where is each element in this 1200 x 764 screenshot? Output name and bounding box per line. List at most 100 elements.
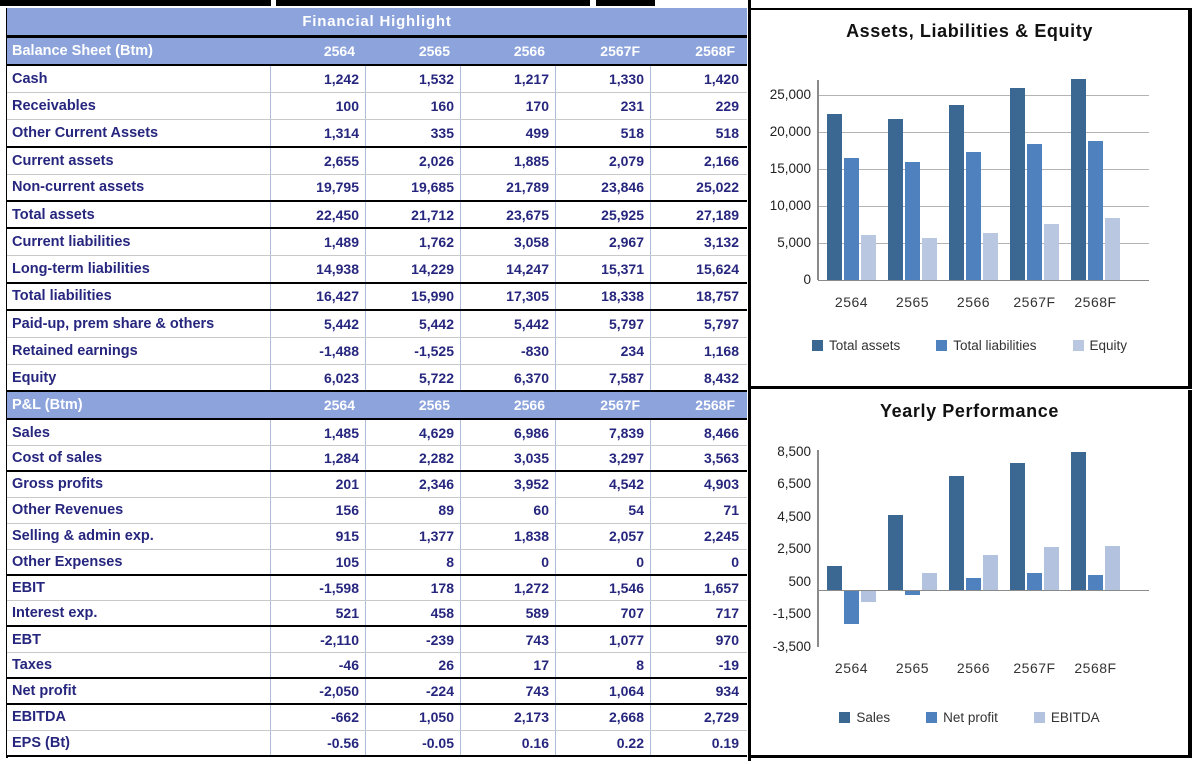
row-label[interactable]: Cash: [12, 71, 48, 88]
row-label[interactable]: Current assets: [12, 152, 114, 169]
cell[interactable]: 3,563: [650, 446, 745, 471]
cell[interactable]: 717: [650, 601, 745, 626]
cell[interactable]: 1,485: [270, 420, 365, 446]
cell[interactable]: 934: [650, 679, 745, 704]
cell[interactable]: -2,050: [270, 679, 365, 704]
cell[interactable]: 2,173: [460, 705, 555, 730]
cell[interactable]: 25,022: [650, 174, 745, 200]
cell[interactable]: 458: [365, 601, 460, 626]
column-header[interactable]: 2567F: [600, 43, 640, 59]
cell[interactable]: 5,442: [365, 310, 460, 337]
cell[interactable]: 26: [365, 653, 460, 678]
cell[interactable]: 23,675: [460, 201, 555, 228]
cell[interactable]: 2,079: [555, 147, 650, 174]
cell[interactable]: 105: [270, 549, 365, 574]
column-header[interactable]: 2568F: [695, 397, 735, 414]
cell[interactable]: 521: [270, 601, 365, 626]
cell[interactable]: 160: [365, 93, 460, 120]
cell[interactable]: -1,525: [365, 337, 460, 365]
row-label[interactable]: Total liabilities: [12, 288, 112, 305]
cell[interactable]: 0: [460, 549, 555, 574]
cell[interactable]: 1,377: [365, 523, 460, 549]
cell[interactable]: 3,035: [460, 446, 555, 471]
cell[interactable]: 7,839: [555, 420, 650, 446]
cell[interactable]: 25,925: [555, 201, 650, 228]
row-label[interactable]: Selling & admin exp.: [12, 528, 154, 545]
cell[interactable]: 8: [365, 549, 460, 574]
column-header[interactable]: 2567F: [600, 397, 640, 414]
cell[interactable]: 5,442: [270, 310, 365, 337]
cell[interactable]: 1,546: [555, 575, 650, 601]
cell[interactable]: 1,885: [460, 147, 555, 174]
cell[interactable]: 518: [555, 120, 650, 146]
cell[interactable]: 156: [270, 497, 365, 523]
row-label[interactable]: EBIT: [12, 580, 46, 597]
cell[interactable]: 2,967: [555, 229, 650, 256]
cell[interactable]: 3,058: [460, 229, 555, 256]
cell[interactable]: 589: [460, 601, 555, 626]
cell[interactable]: 2,729: [650, 705, 745, 730]
row-label[interactable]: Taxes: [12, 657, 53, 674]
cell[interactable]: 1,838: [460, 523, 555, 549]
cell[interactable]: 5,797: [650, 310, 745, 337]
cell[interactable]: 8,432: [650, 365, 745, 391]
cell[interactable]: 4,629: [365, 420, 460, 446]
row-label[interactable]: Cost of sales: [12, 450, 103, 467]
row-label[interactable]: Other Expenses: [12, 553, 123, 570]
cell[interactable]: 100: [270, 93, 365, 120]
cell[interactable]: 71: [650, 497, 745, 523]
cell[interactable]: 3,952: [460, 472, 555, 497]
cell[interactable]: -224: [365, 679, 460, 704]
cell[interactable]: 0.19: [650, 730, 745, 755]
cell[interactable]: 1,050: [365, 705, 460, 730]
cell[interactable]: 16,427: [270, 283, 365, 309]
cell[interactable]: 19,685: [365, 174, 460, 200]
column-header[interactable]: 2568F: [695, 43, 735, 59]
cell[interactable]: 1,762: [365, 229, 460, 256]
cell[interactable]: 15,990: [365, 283, 460, 309]
cell[interactable]: -1,598: [270, 575, 365, 601]
cell[interactable]: 0.16: [460, 730, 555, 755]
cell[interactable]: 1,077: [555, 627, 650, 653]
row-label[interactable]: EBITDA: [12, 709, 66, 726]
cell[interactable]: -1,488: [270, 337, 365, 365]
cell[interactable]: -830: [460, 337, 555, 365]
cell[interactable]: 335: [365, 120, 460, 146]
cell[interactable]: 6,986: [460, 420, 555, 446]
assets-liabilities-equity-chart[interactable]: Assets, Liabilities & Equity 25,000 20,00…: [751, 8, 1192, 386]
row-label[interactable]: Non-current assets: [12, 179, 145, 196]
cell[interactable]: 14,247: [460, 256, 555, 282]
cell[interactable]: 178: [365, 575, 460, 601]
cell[interactable]: -0.56: [270, 730, 365, 755]
cell[interactable]: 4,903: [650, 472, 745, 497]
column-header[interactable]: 2566: [513, 397, 545, 414]
cell[interactable]: 5,442: [460, 310, 555, 337]
column-header[interactable]: 2565: [418, 43, 450, 59]
cell[interactable]: 22,450: [270, 201, 365, 228]
cell[interactable]: 1,217: [460, 66, 555, 93]
cell[interactable]: 1,242: [270, 66, 365, 93]
cell[interactable]: 1,272: [460, 575, 555, 601]
cell[interactable]: 21,789: [460, 174, 555, 200]
cell[interactable]: 8: [555, 653, 650, 678]
row-label[interactable]: EPS (Bt): [12, 734, 70, 751]
cell[interactable]: 23,846: [555, 174, 650, 200]
row-label[interactable]: EBT: [12, 631, 41, 648]
cell[interactable]: 231: [555, 93, 650, 120]
row-label[interactable]: Interest exp.: [12, 605, 98, 622]
cell[interactable]: 1,314: [270, 120, 365, 146]
cell[interactable]: 201: [270, 472, 365, 497]
cell[interactable]: 6,370: [460, 365, 555, 391]
cell[interactable]: 8,466: [650, 420, 745, 446]
row-label[interactable]: Long-term liabilities: [12, 260, 150, 277]
cell[interactable]: 19,795: [270, 174, 365, 200]
cell[interactable]: 5,797: [555, 310, 650, 337]
cell[interactable]: 14,938: [270, 256, 365, 282]
cell[interactable]: 18,757: [650, 283, 745, 309]
cell[interactable]: 2,057: [555, 523, 650, 549]
cell[interactable]: 2,026: [365, 147, 460, 174]
cell[interactable]: 2,166: [650, 147, 745, 174]
row-label[interactable]: Paid-up, prem share & others: [12, 315, 215, 332]
row-label[interactable]: Total assets: [12, 206, 95, 223]
cell[interactable]: -46: [270, 653, 365, 678]
